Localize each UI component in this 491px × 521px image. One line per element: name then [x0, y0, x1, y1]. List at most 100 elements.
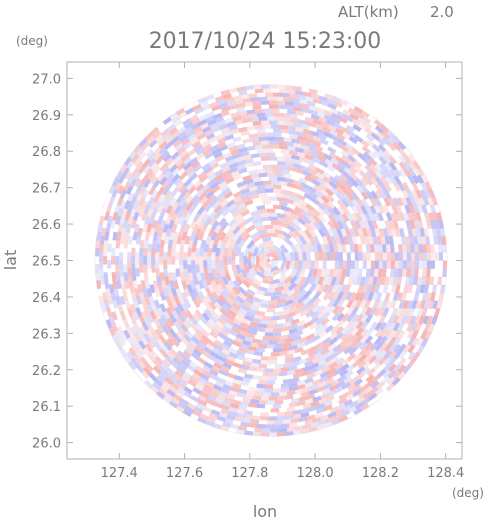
- radar-cell: [323, 181, 333, 191]
- radar-cell: [225, 297, 235, 306]
- radar-cell: [271, 220, 281, 226]
- radar-cell: [171, 167, 180, 177]
- radar-cell: [268, 360, 278, 365]
- radar-cell: [330, 235, 337, 245]
- radar-cell: [402, 181, 410, 192]
- radar-cell: [95, 276, 97, 285]
- radar-cell: [244, 199, 254, 207]
- radar-cell: [148, 186, 156, 196]
- radar-cell: [123, 181, 131, 192]
- radar-cell: [124, 299, 131, 310]
- radar-cell: [320, 194, 330, 204]
- radar-cell: [266, 136, 276, 141]
- radar-cell: [184, 405, 195, 414]
- radar-cell: [158, 365, 168, 375]
- radar-cell: [266, 344, 276, 349]
- radar-cell: [234, 119, 244, 126]
- radar-cell: [327, 411, 337, 419]
- radar-cell: [359, 107, 367, 113]
- radar-cell: [228, 351, 238, 359]
- radar-cell: [141, 322, 150, 332]
- radar-cell: [286, 369, 296, 376]
- radar-cell: [279, 221, 289, 229]
- radar-cell: [186, 284, 194, 294]
- radar-cell: [352, 389, 362, 398]
- radar-cell: [284, 237, 294, 246]
- radar-cell: [392, 220, 400, 230]
- radar-cell: [139, 325, 147, 336]
- radar-cell: [129, 364, 135, 372]
- radar-cell: [324, 93, 334, 100]
- radar-cell: [221, 348, 231, 356]
- radar-cell: [360, 321, 369, 331]
- radar-cell: [342, 404, 352, 412]
- radar-cell: [351, 147, 361, 156]
- radar-cell: [322, 251, 328, 261]
- radar-cell: [383, 321, 392, 332]
- radar-cell: [425, 236, 431, 245]
- radar-cell: [147, 197, 155, 207]
- radar-cell: [159, 219, 167, 229]
- x-tick-label: 127.6: [166, 466, 203, 481]
- radar-cell: [115, 239, 121, 249]
- radar-cell: [248, 386, 258, 392]
- radar-cell: [312, 416, 322, 424]
- radar-cell: [365, 243, 371, 253]
- radar-cell: [402, 260, 408, 269]
- radar-cell: [299, 204, 310, 213]
- radar-cell: [318, 397, 328, 405]
- radar-cell: [384, 182, 393, 193]
- radar-cell: [250, 399, 260, 404]
- radar-cell: [201, 334, 211, 343]
- radar-cell: [292, 289, 302, 298]
- radar-cell: [271, 257, 276, 261]
- radar-cell: [264, 184, 274, 189]
- radar-cell: [234, 314, 244, 323]
- radar-cell: [147, 152, 157, 162]
- radar-cell: [218, 217, 227, 227]
- radar-cell: [354, 334, 364, 344]
- radar-cell: [97, 220, 100, 229]
- radar-cell: [279, 201, 289, 207]
- radar-cell: [246, 390, 256, 396]
- radar-cell: [284, 316, 295, 323]
- radar-cell: [173, 216, 181, 226]
- radar-cell: [260, 196, 270, 202]
- radar-cell: [220, 110, 230, 117]
- radar-cell: [161, 180, 170, 190]
- radar-cell: [398, 244, 403, 253]
- radar-cell: [160, 231, 167, 241]
- radar-cell: [355, 327, 364, 337]
- radar-cell: [347, 154, 357, 163]
- radar-cell: [335, 186, 345, 195]
- radar-cell: [343, 166, 353, 176]
- radar-cell: [127, 251, 132, 261]
- radar-cell: [142, 164, 152, 174]
- radar-cell: [290, 418, 300, 424]
- radar-cell: [200, 272, 206, 282]
- radar-cell: [220, 290, 229, 300]
- radar-cell: [215, 298, 225, 308]
- radar-cell: [418, 315, 426, 325]
- radar-cell: [340, 409, 350, 418]
- radar-cell: [141, 141, 150, 151]
- radar-cell: [421, 168, 426, 177]
- radar-cell: [338, 415, 349, 423]
- radar-cell: [229, 306, 239, 315]
- radar-cell: [133, 144, 143, 154]
- radar-cell: [428, 188, 436, 199]
- radar-cell: [124, 280, 130, 290]
- radar-cell: [351, 276, 358, 286]
- radar-cell: [364, 299, 372, 309]
- radar-cell: [250, 362, 260, 368]
- radar-cell: [282, 435, 292, 437]
- radar-cell: [218, 369, 228, 377]
- radar-cell: [174, 369, 184, 379]
- radar-cell: [344, 100, 353, 105]
- radar-cell: [398, 212, 406, 222]
- radar-cell: [368, 235, 374, 245]
- radar-cell: [317, 276, 325, 286]
- radar-cell: [312, 135, 322, 143]
- radar-cell: [237, 225, 247, 235]
- radar-cell: [350, 327, 360, 337]
